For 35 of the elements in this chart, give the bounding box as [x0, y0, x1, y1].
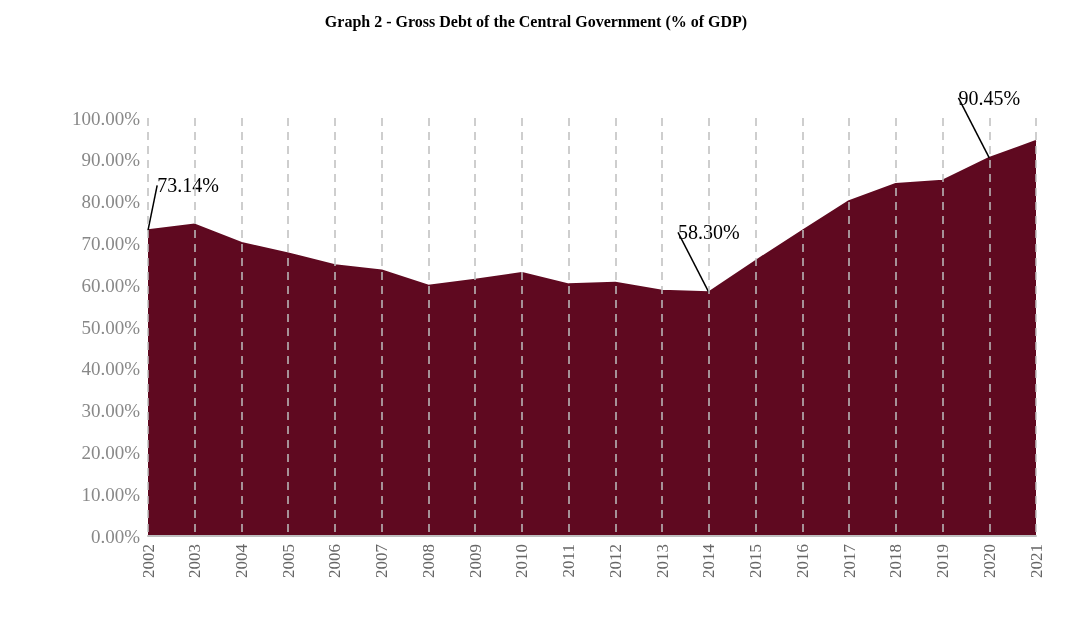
y-tick-label: 20.00%	[81, 441, 141, 463]
y-tick-label: 10.00%	[81, 483, 141, 505]
y-tick-label: 50.00%	[81, 316, 141, 338]
x-tick-label: 2004	[231, 543, 251, 578]
y-tick-label: 30.00%	[81, 400, 141, 422]
x-tick-label: 2012	[605, 544, 625, 578]
x-tick-label: 2019	[933, 544, 953, 578]
y-tick-label: 0.00%	[90, 525, 141, 547]
x-tick-label: 2010	[512, 544, 532, 578]
x-tick-label: 2015	[746, 544, 766, 578]
data-label: 58.30%	[678, 221, 740, 244]
y-tick-label: 70.00%	[81, 232, 141, 254]
x-tick-label: 2006	[325, 544, 345, 578]
x-tick-label: 2011	[559, 544, 579, 578]
x-tick-label: 2018	[886, 544, 906, 578]
data-label: 90.45%	[958, 86, 1021, 109]
x-tick-label: 2017	[839, 543, 859, 578]
x-tick-label: 2009	[465, 544, 485, 578]
y-tick-label: 100.00%	[71, 107, 141, 129]
x-tick-label: 2007	[372, 543, 392, 578]
x-tick-label: 2014	[699, 543, 719, 578]
x-tick-label: 2020	[979, 544, 999, 578]
x-tick-label: 2013	[652, 544, 672, 578]
y-tick-label: 90.00%	[81, 149, 141, 171]
x-tick-label: 2002	[138, 544, 158, 578]
y-tick-label: 60.00%	[81, 274, 141, 296]
x-tick-label: 2003	[185, 544, 205, 578]
x-tick-label: 2008	[418, 544, 438, 578]
data-label: 73.14%	[157, 174, 219, 197]
x-tick-label: 2016	[792, 544, 812, 578]
chart-title: Graph 2 - Gross Debt of the Central Government (% of GDP)	[324, 12, 748, 31]
y-tick-label: 80.00%	[81, 191, 141, 213]
x-tick-label: 2021	[1026, 544, 1046, 578]
x-tick-label: 2005	[278, 544, 298, 578]
y-tick-label: 40.00%	[81, 358, 141, 380]
